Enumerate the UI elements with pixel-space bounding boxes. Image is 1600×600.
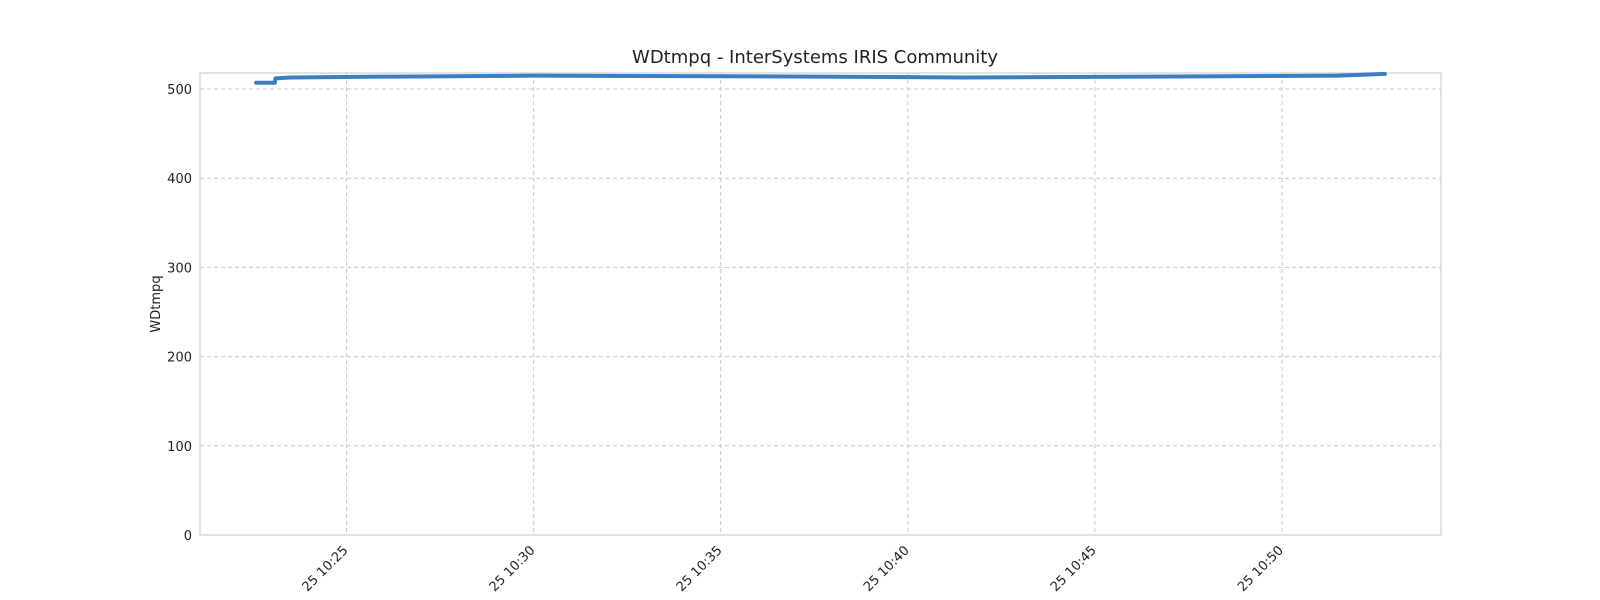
x-tick-label: 25 10:35 <box>674 543 726 595</box>
y-tick-label: 500 <box>167 83 192 98</box>
y-axis-label: WDtmpq <box>149 275 164 332</box>
x-tick-label: 25 10:30 <box>487 543 539 595</box>
x-tick-label: 25 10:25 <box>300 543 352 595</box>
x-tick-label: 25 10:45 <box>1048 543 1100 595</box>
y-tick-label: 200 <box>167 351 192 366</box>
x-axis-ticks: 25 10:25 25 10:30 25 10:35 25 10:40 25 10:45… <box>300 543 1287 595</box>
y-tick-label: 100 <box>167 440 192 455</box>
y-axis-ticks: 0 100 200 300 400 500 <box>167 83 192 544</box>
grid-lines <box>200 73 1441 535</box>
chart-title: WDtmpq - InterSystems IRIS Community <box>632 47 998 68</box>
y-tick-label: 300 <box>167 261 192 276</box>
x-tick-label: 25 10:40 <box>861 543 913 595</box>
series-layer <box>254 71 1387 85</box>
y-tick-label: 400 <box>167 172 192 187</box>
x-tick-label: 25 10:50 <box>1235 543 1287 595</box>
y-tick-label: 0 <box>184 529 192 544</box>
series-line <box>254 71 1387 85</box>
plot-frame <box>199 72 1442 536</box>
